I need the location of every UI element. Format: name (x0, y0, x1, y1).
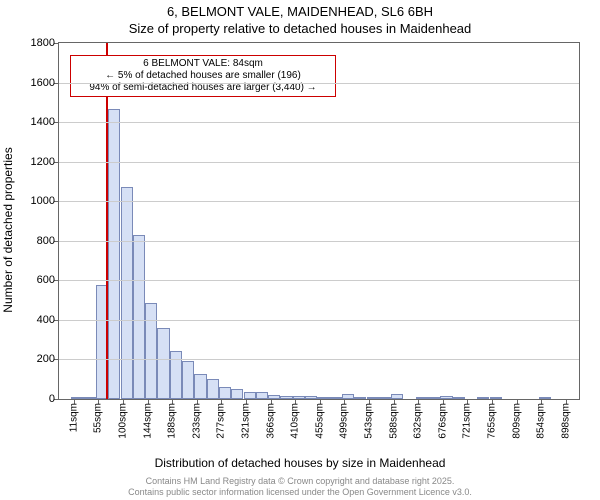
chart-title: 6, BELMONT VALE, MAIDENHEAD, SL6 6BH (0, 4, 600, 19)
y-tick-label: 1800 (31, 37, 55, 49)
y-tick-label: 1600 (31, 77, 55, 89)
x-tick-label: 55sqm (93, 403, 104, 433)
grid-line (59, 122, 579, 123)
y-tick-label: 1000 (31, 195, 55, 207)
annotation-box: 6 BELMONT VALE: 84sqm ← 5% of detached h… (70, 55, 336, 97)
histogram-bar (330, 397, 342, 399)
footer-attribution: Contains HM Land Registry data © Crown c… (0, 476, 600, 498)
histogram-bar (428, 397, 440, 399)
grid-line (59, 83, 579, 84)
y-tick-label: 800 (37, 235, 55, 247)
histogram-bar (256, 392, 268, 399)
y-tick-label: 0 (49, 393, 55, 405)
histogram-bar (121, 187, 133, 399)
x-tick-label: 233sqm (191, 403, 202, 439)
histogram-bar (453, 397, 465, 399)
x-tick-label: 11sqm (68, 403, 79, 432)
x-tick-label: 366sqm (265, 403, 276, 439)
grid-line (59, 320, 579, 321)
grid-line (59, 162, 579, 163)
histogram-bar (305, 396, 317, 399)
y-tick-label: 400 (37, 314, 55, 326)
grid-line (59, 359, 579, 360)
histogram-bar (182, 361, 194, 399)
y-tick-label: 600 (37, 274, 55, 286)
histogram-bar (170, 351, 182, 399)
footer-line-2: Contains public sector information licen… (0, 487, 600, 498)
histogram-bar (477, 397, 489, 399)
grid-line (59, 201, 579, 202)
x-tick-label: 676sqm (437, 403, 448, 439)
histogram-bar (108, 109, 120, 399)
y-tick-label: 200 (37, 353, 55, 365)
x-tick-label: 765sqm (487, 403, 498, 439)
histogram-bar (145, 303, 157, 400)
histogram-bar (133, 235, 145, 399)
annotation-line-2: ← 5% of detached houses are smaller (196… (75, 70, 331, 82)
x-tick-label: 721sqm (462, 403, 473, 439)
histogram-bar (207, 379, 219, 399)
histogram-bar (280, 396, 292, 399)
chart-container: 6, BELMONT VALE, MAIDENHEAD, SL6 6BH Siz… (0, 0, 600, 500)
annotation-line-3: 94% of semi-detached houses are larger (… (75, 82, 331, 94)
plot-area: 6 BELMONT VALE: 84sqm ← 5% of detached h… (58, 42, 580, 400)
y-tick-label: 1200 (31, 156, 55, 168)
x-tick-label: 277sqm (216, 403, 227, 439)
x-axis-label: Distribution of detached houses by size … (0, 456, 600, 470)
histogram-bar (231, 389, 243, 399)
histogram-bar (354, 397, 366, 399)
x-tick-label: 321sqm (241, 403, 252, 439)
y-tick-label: 1400 (31, 116, 55, 128)
chart-subtitle: Size of property relative to detached ho… (0, 21, 600, 36)
x-tick-label: 188sqm (167, 403, 178, 439)
x-tick-label: 455sqm (314, 403, 325, 439)
histogram-bar (84, 397, 96, 399)
x-tick-label: 543sqm (364, 403, 375, 439)
histogram-bar (157, 328, 169, 399)
annotation-line-1: 6 BELMONT VALE: 84sqm (75, 58, 331, 70)
x-tick-label: 854sqm (536, 403, 547, 439)
grid-line (59, 280, 579, 281)
histogram-bar (194, 374, 206, 399)
x-tick-label: 809sqm (511, 403, 522, 439)
histogram-bar (219, 387, 231, 399)
x-tick-label: 144sqm (142, 403, 153, 439)
x-tick-label: 499sqm (339, 403, 350, 439)
x-tick-label: 898sqm (560, 403, 571, 439)
footer-line-1: Contains HM Land Registry data © Crown c… (0, 476, 600, 487)
grid-line (59, 241, 579, 242)
x-tick-label: 100sqm (118, 403, 129, 439)
histogram-bar (379, 397, 391, 399)
x-tick-label: 588sqm (388, 403, 399, 439)
x-tick-label: 410sqm (290, 403, 301, 439)
y-axis-label: Number of detached properties (1, 147, 15, 312)
x-tick-label: 632sqm (413, 403, 424, 439)
